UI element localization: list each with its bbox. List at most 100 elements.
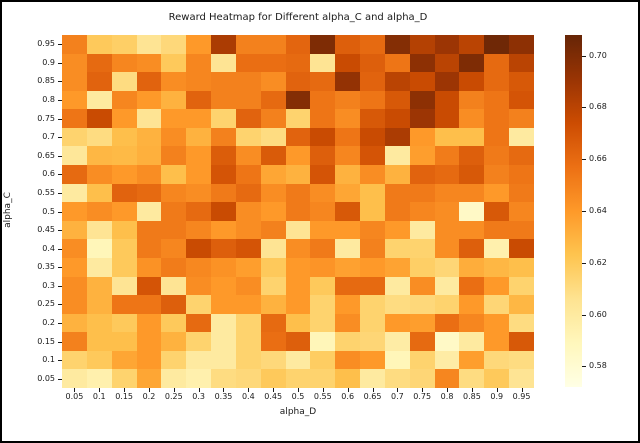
y-tick-label: 0.55: [37, 187, 55, 197]
heatmap-cell: [136, 109, 162, 128]
heatmap-cell: [409, 146, 435, 166]
heatmap-cell: [384, 332, 410, 351]
heatmap-cell: [434, 332, 460, 351]
heatmap-cell: [285, 109, 311, 128]
heatmap-cell: [310, 90, 336, 110]
heatmap-cell: [235, 35, 261, 54]
heatmap-cell: [409, 332, 435, 351]
heatmap-cell: [62, 220, 87, 240]
heatmap-cell: [86, 239, 112, 258]
heatmap-cell: [260, 313, 286, 333]
heatmap-cell: [161, 165, 187, 184]
heatmap-cell: [310, 220, 336, 240]
heatmap-cell: [186, 165, 212, 184]
heatmap-cell: [409, 350, 435, 370]
heatmap-cell: [62, 276, 87, 296]
x-tick-mark: [372, 388, 374, 392]
colorbar-tick-mark: [582, 262, 586, 264]
heatmap-cell: [335, 165, 361, 184]
heatmap-cell: [62, 90, 87, 110]
heatmap-cell: [285, 369, 311, 388]
heatmap-cell: [310, 369, 336, 388]
heatmap-cell: [136, 53, 162, 73]
heatmap-cell: [409, 53, 435, 73]
heatmap-cell: [186, 35, 212, 54]
heatmap-cell: [260, 369, 286, 388]
heatmap-cell: [335, 350, 361, 370]
y-tick-label: 0.2: [42, 317, 55, 327]
heatmap-cell: [111, 369, 137, 388]
heatmap-cell: [86, 146, 112, 166]
heatmap-cell: [111, 127, 137, 147]
heatmap-cell: [310, 72, 336, 91]
y-tick-label: 0.15: [37, 336, 55, 346]
heatmap-cell: [62, 72, 87, 91]
heatmap-cell: [409, 183, 435, 203]
x-tick-mark: [99, 388, 101, 392]
heatmap-cell: [62, 369, 87, 388]
heatmap-cell: [285, 202, 311, 221]
y-tick-mark: [58, 285, 62, 287]
heatmap-cell: [62, 239, 87, 258]
x-tick-label: 0.7: [390, 392, 404, 401]
heatmap-cell: [235, 90, 261, 110]
heatmap-cell: [409, 369, 435, 388]
heatmap-cell: [335, 90, 361, 110]
heatmap-cell: [360, 276, 385, 296]
heatmap-cell: [136, 276, 162, 296]
heatmap-cell: [360, 146, 385, 166]
heatmap-cell: [384, 313, 410, 333]
heatmap-cell: [235, 369, 261, 388]
heatmap-cell: [161, 202, 187, 221]
heatmap-cell: [161, 257, 187, 277]
heatmap-cell: [161, 53, 187, 73]
heatmap-cell: [484, 220, 510, 240]
heatmap-cell: [409, 276, 435, 296]
heatmap-cell: [136, 332, 162, 351]
heatmap-cell: [310, 53, 336, 73]
heatmap-cell: [86, 257, 112, 277]
heatmap-cell: [285, 72, 311, 91]
heatmap-cell: [86, 295, 112, 314]
heatmap-cell: [360, 202, 385, 221]
heatmap-cell: [260, 332, 286, 351]
y-tick-mark: [58, 137, 62, 139]
y-tick-label: 0.25: [37, 299, 55, 309]
heatmap-cell: [459, 313, 485, 333]
heatmap-cell: [310, 165, 336, 184]
heatmap-cell: [235, 183, 261, 203]
heatmap-cell: [484, 109, 510, 128]
heatmap-cell: [235, 165, 261, 184]
heatmap-cell: [161, 313, 187, 333]
heatmap-cell: [235, 146, 261, 166]
heatmap-cell: [285, 165, 311, 184]
heatmap-cell: [335, 276, 361, 296]
heatmap-cell: [285, 295, 311, 314]
heatmap-cell: [335, 369, 361, 388]
y-tick-mark: [58, 378, 62, 380]
heatmap-cell: [360, 257, 385, 277]
heatmap-cell: [260, 220, 286, 240]
y-tick-mark: [58, 248, 62, 250]
heatmap-cell: [360, 220, 385, 240]
y-tick-mark: [58, 341, 62, 343]
heatmap-cell: [434, 202, 460, 221]
heatmap-cell: [509, 109, 534, 128]
heatmap-cell: [459, 35, 485, 54]
colorbar-tick-mark: [582, 159, 586, 161]
heatmap-cell: [285, 313, 311, 333]
heatmap-cell: [509, 313, 534, 333]
heatmap-cell: [484, 35, 510, 54]
heatmap-cell: [285, 239, 311, 258]
heatmap-cell: [86, 202, 112, 221]
heatmap-cell: [86, 313, 112, 333]
heatmap-cell: [186, 332, 212, 351]
heatmap-cell: [62, 332, 87, 351]
heatmap-cell: [409, 35, 435, 54]
heatmap-cell: [360, 369, 385, 388]
heatmap-cell: [384, 202, 410, 221]
heatmap-cell: [136, 220, 162, 240]
heatmap-cell: [86, 35, 112, 54]
heatmap-cell: [86, 369, 112, 388]
